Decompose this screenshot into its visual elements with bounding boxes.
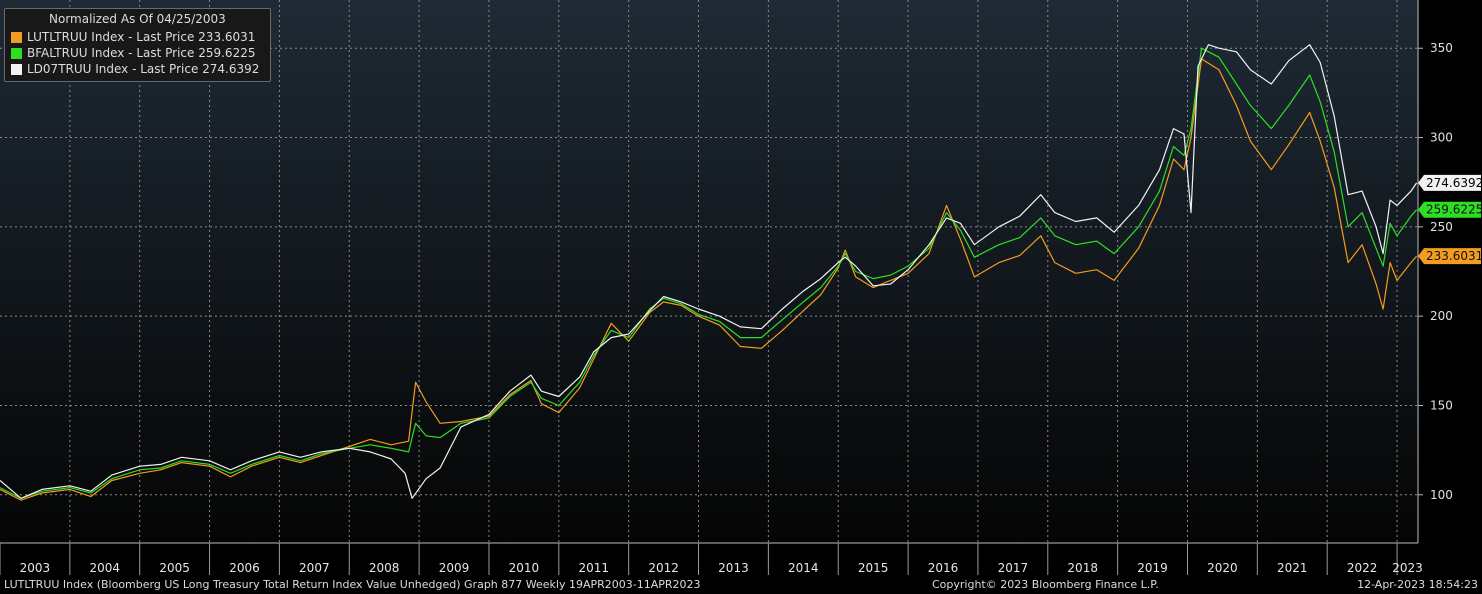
x-tick-label: 2019 <box>1137 561 1168 575</box>
y-tick-label: 150 <box>1430 398 1453 412</box>
series-line-2 <box>0 44 1418 499</box>
y-tick-label: 100 <box>1430 488 1453 502</box>
last-price-tag-1 <box>1418 201 1481 218</box>
y-tick-label: 200 <box>1430 309 1453 323</box>
last-price-label-0: 233.6031 <box>1426 249 1482 263</box>
x-tick-label: 2007 <box>299 561 330 575</box>
last-price-label-2: 274.6392 <box>1426 176 1482 190</box>
x-tick-label: 2016 <box>928 561 959 575</box>
last-price-tag-0 <box>1418 248 1481 265</box>
legend-swatch-bfaltruu <box>11 47 22 59</box>
x-tick-label: 2009 <box>439 561 470 575</box>
x-tick-label: 2022 <box>1347 561 1378 575</box>
x-tick-label: 2010 <box>509 561 540 575</box>
plot-background <box>0 0 1418 543</box>
series-line-0 <box>0 58 1418 501</box>
series-line-1 <box>0 47 1418 499</box>
last-price-tag-2 <box>1418 174 1481 191</box>
x-tick-label: 2021 <box>1277 561 1308 575</box>
x-tick-label: 2011 <box>578 561 609 575</box>
x-tick-label: 2018 <box>1067 561 1098 575</box>
last-price-label-1: 259.6225 <box>1426 203 1482 217</box>
legend-swatch-ld07truu <box>11 63 22 75</box>
legend-title: Normalized As Of 04/25/2003 <box>49 12 226 26</box>
x-tick-label: 2006 <box>229 561 260 575</box>
x-tick-label: 2003 <box>20 561 51 575</box>
legend-item-bfaltruu: BFALTRUU Index - Last Price 259.6225 <box>11 45 255 61</box>
x-tick-label: 2023 <box>1392 561 1423 575</box>
footer-copyright: Copyright© 2023 Bloomberg Finance L.P. <box>932 578 1159 591</box>
legend-item-ld07truu: LD07TRUU Index - Last Price 274.6392 <box>11 61 259 77</box>
legend-item-lutltruu: LUTLTRUU Index - Last Price 233.6031 <box>11 29 255 45</box>
x-tick-label: 2004 <box>90 561 121 575</box>
legend-swatch-lutltruu <box>11 31 22 43</box>
footer-timestamp: 12-Apr-2023 18:54:23 <box>1357 578 1478 591</box>
y-tick-label: 250 <box>1430 220 1453 234</box>
x-tick-label: 2008 <box>369 561 400 575</box>
legend-label-bfaltruu: BFALTRUU Index - Last Price 259.6225 <box>27 46 256 60</box>
x-tick-label: 2015 <box>858 561 889 575</box>
y-tick-label: 300 <box>1430 131 1453 145</box>
legend-label-ld07truu: LD07TRUU Index - Last Price 274.6392 <box>27 62 260 76</box>
legend: Normalized As Of 04/25/2003 LUTLTRUU Ind… <box>4 8 271 82</box>
x-tick-label: 2013 <box>718 561 749 575</box>
x-tick-label: 2014 <box>788 561 819 575</box>
legend-label-lutltruu: LUTLTRUU Index - Last Price 233.6031 <box>27 30 256 44</box>
x-tick-label: 2005 <box>159 561 190 575</box>
x-tick-label: 2017 <box>998 561 1029 575</box>
x-tick-label: 2012 <box>648 561 679 575</box>
y-tick-label: 350 <box>1430 41 1453 55</box>
x-tick-label: 2020 <box>1207 561 1238 575</box>
footer-source: LUTLTRUU Index (Bloomberg US Long Treasu… <box>4 578 701 591</box>
